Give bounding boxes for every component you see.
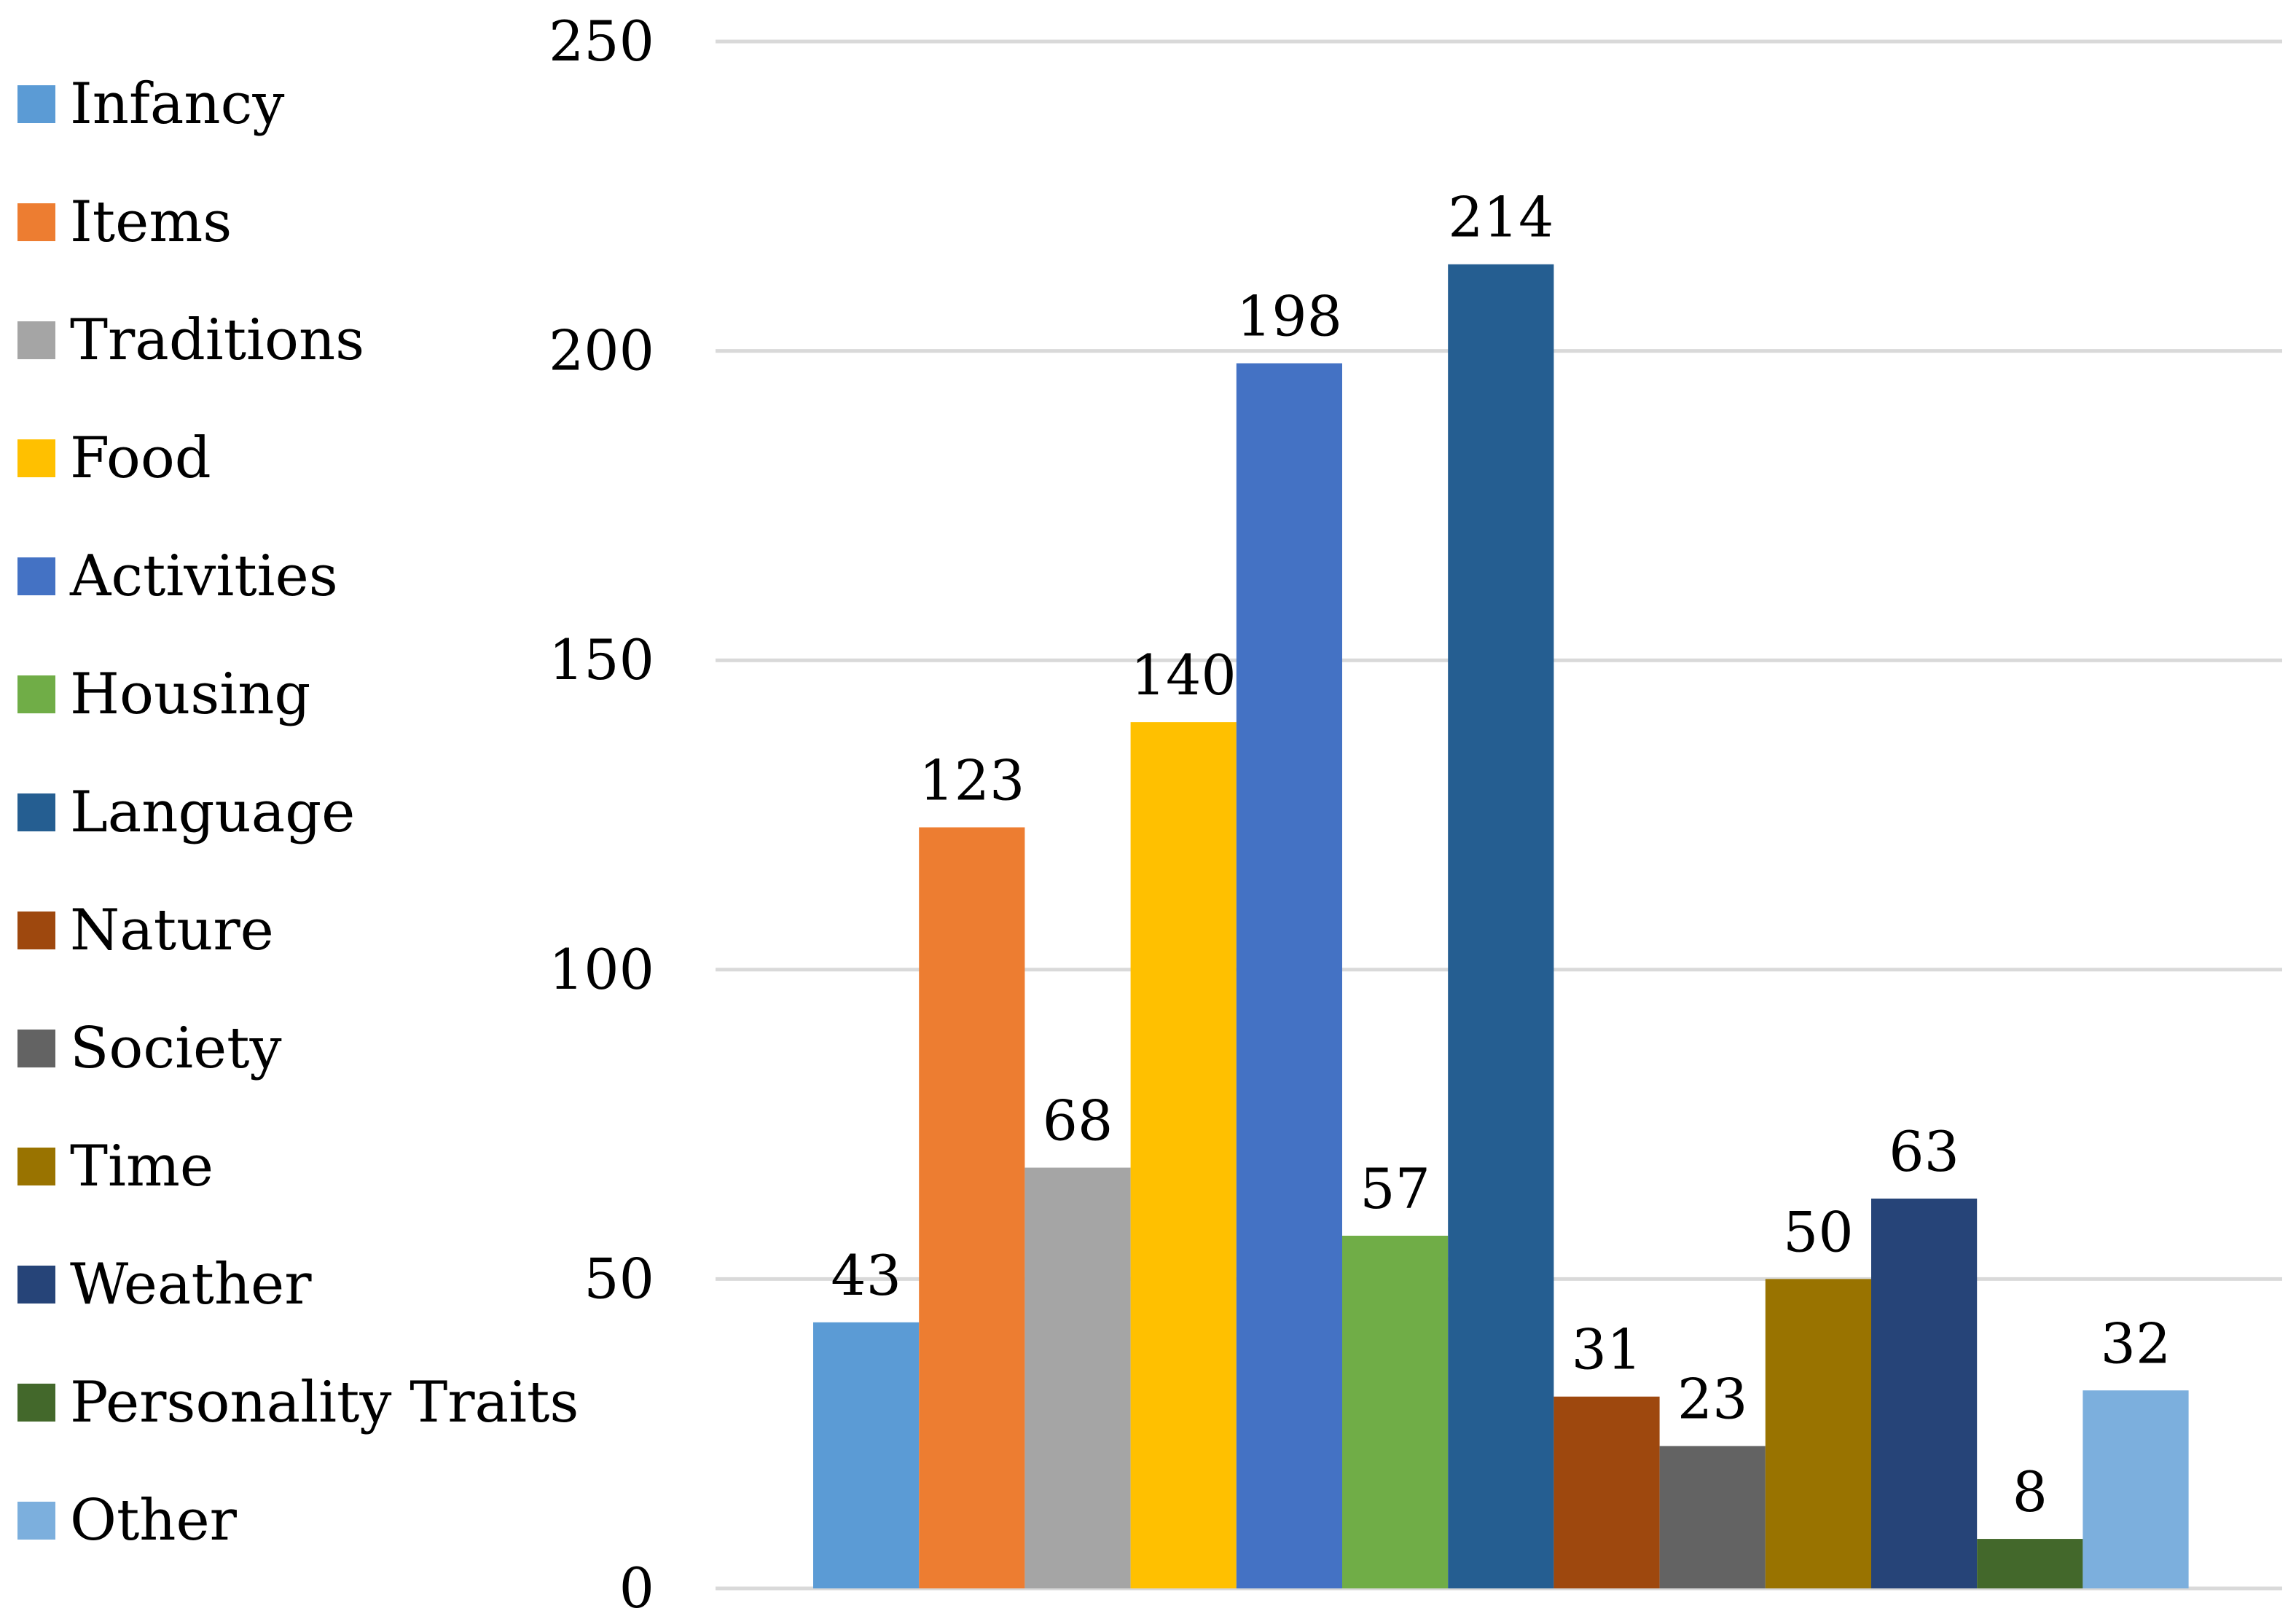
legend-label-housing: Housing (70, 662, 310, 727)
legend-swatch-housing (17, 675, 55, 713)
y-tick-label-200: 200 (549, 318, 654, 383)
data-label-items: 123 (919, 748, 1024, 812)
bar-items (919, 827, 1025, 1588)
data-label-language: 214 (1448, 185, 1553, 250)
bar-time (1765, 1279, 1871, 1588)
y-tick-label-100: 100 (549, 937, 654, 1002)
data-label-other: 32 (2101, 1311, 2171, 1376)
bar-weather (1871, 1199, 1978, 1588)
legend-swatch-infancy (17, 85, 55, 123)
legend-label-food: Food (70, 426, 211, 491)
data-label-food: 140 (1131, 643, 1237, 707)
data-label-nature: 31 (1572, 1317, 1642, 1382)
legend-swatch-time (17, 1148, 55, 1185)
legend-label-infancy: Infancy (70, 71, 284, 137)
data-label-infancy: 43 (831, 1243, 901, 1308)
legend-swatch-traditions (17, 321, 55, 359)
bar-activities (1236, 363, 1342, 1589)
data-label-traditions: 68 (1043, 1089, 1113, 1153)
legend-swatch-society (17, 1030, 55, 1067)
bar-personality-traits (1977, 1539, 2083, 1588)
bar-infancy (813, 1322, 920, 1588)
legend-swatch-weather (17, 1266, 55, 1304)
bar-other (2083, 1390, 2189, 1588)
data-label-housing: 57 (1360, 1156, 1430, 1221)
legend-swatch-activities (17, 557, 55, 595)
legend-swatch-personality-traits (17, 1384, 55, 1422)
legend-swatch-food (17, 439, 55, 477)
legend-label-weather: Weather (70, 1252, 312, 1317)
legend-swatch-other (17, 1502, 55, 1540)
y-tick-label-150: 150 (549, 627, 654, 692)
y-tick-label-50: 50 (584, 1246, 654, 1311)
legend-swatch-nature (17, 912, 55, 949)
legend-label-personality-traits: Personality Traits (70, 1370, 579, 1435)
bar-housing (1342, 1235, 1449, 1588)
data-label-weather: 63 (1889, 1119, 1959, 1184)
legend-label-activities: Activities (69, 544, 338, 609)
legend-label-traditions: Traditions (70, 307, 364, 373)
bar-food (1130, 722, 1237, 1588)
data-label-society: 23 (1677, 1367, 1748, 1432)
legend: Infancy Items Traditions Food Activities Hous… (17, 71, 579, 1553)
legend-swatch-language (17, 793, 55, 831)
legend-swatch-items (17, 203, 55, 241)
legend-label-society: Society (70, 1016, 282, 1081)
legend-label-time: Time (70, 1134, 213, 1199)
legend-label-language: Language (70, 780, 355, 845)
bars (813, 264, 2189, 1589)
bar-language (1448, 264, 1554, 1588)
legend-label-other: Other (70, 1488, 238, 1553)
data-label-personality-traits: 8 (2013, 1459, 2048, 1524)
y-tick-label-250: 250 (549, 9, 654, 74)
data-label-time: 50 (1783, 1199, 1854, 1264)
bar-society (1659, 1446, 1766, 1588)
legend-label-items: Items (70, 189, 232, 255)
data-labels: 43 123 68 140 198 57 214 31 23 50 63 8 32 (831, 185, 2171, 1524)
data-label-activities: 198 (1237, 284, 1342, 349)
legend-label-nature: Nature (70, 898, 274, 963)
y-axis-ticks: 0 50 100 150 200 250 (549, 9, 654, 1619)
bar-nature (1553, 1396, 1660, 1588)
y-tick-label-0: 0 (619, 1556, 654, 1616)
bar-traditions (1024, 1167, 1131, 1588)
